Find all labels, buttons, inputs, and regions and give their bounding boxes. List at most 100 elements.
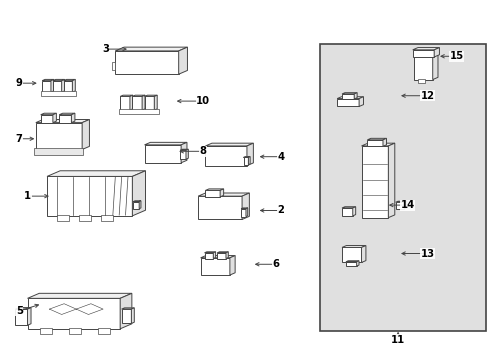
Polygon shape xyxy=(382,138,386,146)
Polygon shape xyxy=(213,252,215,258)
Polygon shape xyxy=(242,193,249,220)
Polygon shape xyxy=(387,143,394,218)
Bar xyxy=(69,328,81,334)
Polygon shape xyxy=(395,202,404,209)
Polygon shape xyxy=(15,309,27,325)
Polygon shape xyxy=(200,258,229,275)
Polygon shape xyxy=(217,253,225,258)
Polygon shape xyxy=(122,308,134,309)
Polygon shape xyxy=(42,81,51,92)
Polygon shape xyxy=(27,298,120,329)
Polygon shape xyxy=(361,246,365,262)
Polygon shape xyxy=(133,201,141,202)
Polygon shape xyxy=(205,143,253,146)
Polygon shape xyxy=(53,80,64,81)
Bar xyxy=(320,44,485,330)
Polygon shape xyxy=(53,113,56,123)
Polygon shape xyxy=(120,95,133,96)
Polygon shape xyxy=(185,149,188,159)
Bar xyxy=(34,148,82,155)
Polygon shape xyxy=(144,145,181,163)
Text: 14: 14 xyxy=(400,200,414,210)
Polygon shape xyxy=(204,253,213,258)
Polygon shape xyxy=(63,81,72,92)
Polygon shape xyxy=(142,95,145,110)
Polygon shape xyxy=(366,138,386,140)
Polygon shape xyxy=(341,207,355,208)
Polygon shape xyxy=(178,47,187,74)
Polygon shape xyxy=(353,93,356,99)
Polygon shape xyxy=(47,176,132,216)
Text: 12: 12 xyxy=(420,91,433,101)
Polygon shape xyxy=(198,193,249,196)
Polygon shape xyxy=(41,115,53,123)
Text: 1: 1 xyxy=(24,191,31,201)
Text: 15: 15 xyxy=(448,51,463,61)
Text: 3: 3 xyxy=(102,44,109,54)
Polygon shape xyxy=(51,80,54,92)
Polygon shape xyxy=(27,293,132,298)
Polygon shape xyxy=(433,48,439,57)
Polygon shape xyxy=(341,247,361,262)
Polygon shape xyxy=(341,208,352,216)
Polygon shape xyxy=(356,261,358,266)
Polygon shape xyxy=(144,96,154,110)
Polygon shape xyxy=(341,246,365,247)
Text: 4: 4 xyxy=(277,152,284,162)
Polygon shape xyxy=(180,149,188,150)
Polygon shape xyxy=(336,99,358,107)
Polygon shape xyxy=(41,113,56,115)
Polygon shape xyxy=(181,142,186,163)
Polygon shape xyxy=(200,256,235,258)
Polygon shape xyxy=(248,157,250,165)
Polygon shape xyxy=(229,256,235,275)
Polygon shape xyxy=(53,81,61,92)
Polygon shape xyxy=(36,120,89,123)
Polygon shape xyxy=(59,115,71,123)
Polygon shape xyxy=(352,207,355,216)
Polygon shape xyxy=(15,307,31,309)
Polygon shape xyxy=(413,54,437,56)
Bar xyxy=(79,215,91,221)
Polygon shape xyxy=(63,80,75,81)
Polygon shape xyxy=(36,123,82,149)
Polygon shape xyxy=(47,171,145,176)
Polygon shape xyxy=(361,146,387,218)
Bar xyxy=(98,328,110,334)
Polygon shape xyxy=(336,97,363,99)
Text: 5: 5 xyxy=(16,306,22,316)
Polygon shape xyxy=(220,189,223,197)
Text: 13: 13 xyxy=(420,248,433,258)
Polygon shape xyxy=(412,48,439,50)
Polygon shape xyxy=(144,142,186,145)
Polygon shape xyxy=(341,93,356,94)
Bar xyxy=(119,109,158,114)
Polygon shape xyxy=(246,143,253,166)
Polygon shape xyxy=(115,47,187,51)
Polygon shape xyxy=(366,140,382,146)
Text: 9: 9 xyxy=(16,78,22,88)
Bar xyxy=(417,79,424,83)
Polygon shape xyxy=(404,201,406,209)
Polygon shape xyxy=(132,96,142,110)
Polygon shape xyxy=(205,146,246,166)
Polygon shape xyxy=(412,50,433,57)
Polygon shape xyxy=(120,293,132,329)
Polygon shape xyxy=(205,190,220,197)
Polygon shape xyxy=(180,150,185,159)
Polygon shape xyxy=(122,309,131,323)
Bar xyxy=(40,328,52,334)
Polygon shape xyxy=(361,143,394,146)
Text: 6: 6 xyxy=(272,259,279,269)
Polygon shape xyxy=(133,202,139,209)
Polygon shape xyxy=(245,208,247,217)
Polygon shape xyxy=(42,80,54,81)
Polygon shape xyxy=(139,201,141,209)
Text: 8: 8 xyxy=(199,146,206,156)
Polygon shape xyxy=(413,56,432,80)
Polygon shape xyxy=(82,120,89,149)
Polygon shape xyxy=(144,95,157,96)
Polygon shape xyxy=(154,95,157,110)
Polygon shape xyxy=(358,97,363,107)
Polygon shape xyxy=(132,171,145,216)
